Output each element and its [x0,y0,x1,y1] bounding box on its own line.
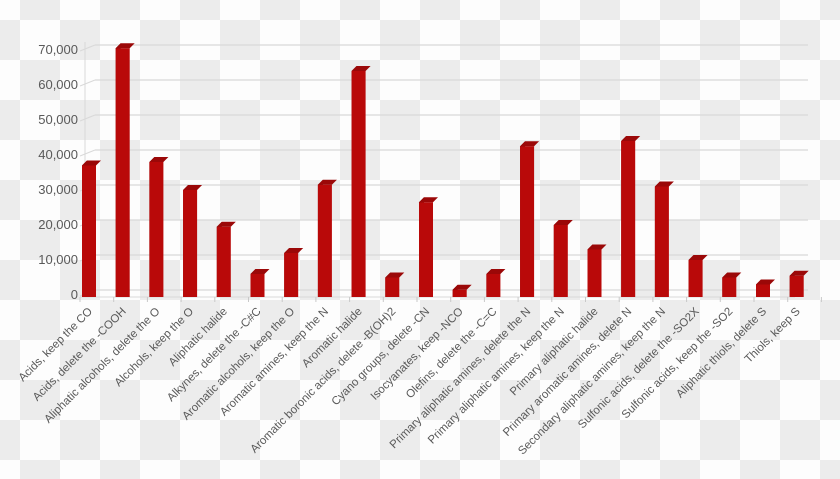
bar-front-face [688,260,703,297]
gridline-connector [79,44,96,52]
bar-top-face [317,179,337,185]
y-axis-tick-label: 40,000 [38,147,78,162]
bar-front-face [654,186,669,297]
bar-front-face [419,202,433,297]
bar-front-face [452,289,467,297]
bar-top-face [654,181,674,187]
gridline-connector [79,79,96,87]
y-axis-tick-label: 60,000 [38,77,78,92]
category-label: Aromatic halide [300,306,365,371]
bar-top-face [149,157,169,162]
bar-top-face [115,43,135,49]
bar-top-face [183,185,203,190]
bar-top-face [756,279,775,285]
bar-front-face [486,274,501,297]
bar-top-face [553,220,573,225]
bar-top-face [351,66,371,71]
bar-top-face [216,221,236,227]
bar-front-face [520,146,535,297]
y-axis-tick-label: 0 [71,287,78,302]
bar-front-face [115,48,130,297]
bar-front-face [722,277,737,297]
y-axis-tick-label: 50,000 [38,112,78,127]
gridline-connector [79,149,96,157]
bar-front-face [789,275,804,297]
bar-front-face [587,249,602,297]
bar-top-face [385,272,405,278]
bar-top-face [284,248,304,253]
y-axis-tick-label: 20,000 [38,217,78,232]
bar-top-face [789,270,809,276]
y-axis-tick-label: 30,000 [38,182,78,197]
bar-front-face [385,277,400,297]
bar-top-face [82,160,101,166]
bar-front-face [621,141,636,297]
bar-front-face [250,274,265,297]
bar-front-face [284,253,299,297]
bar-front-face [351,71,366,297]
bar-front-face [149,162,164,297]
bar-top-face [419,197,438,203]
bar-top-face [250,269,270,274]
y-axis-tick-label: 70,000 [38,42,78,57]
category-label: Sulfonic acids, delete the -SO2X [576,305,702,431]
bar-top-face [587,244,607,250]
y-axis-tick-label: 10,000 [38,252,78,267]
bar-top-face [722,272,742,278]
bar-front-face [553,225,568,297]
bar-top-face [486,269,506,274]
bar-top-face [688,255,708,260]
bar-top-face [520,141,540,147]
bar-front-face [756,284,770,297]
bar-front-face [216,226,231,297]
bar-front-face [317,184,332,297]
bar-front-face [183,190,198,297]
category-label: Aliphatic halide [167,306,230,369]
bar-top-face [452,284,472,290]
gridline-connector [79,114,96,122]
bar-top-face [621,136,641,141]
bar-front-face [82,165,96,297]
